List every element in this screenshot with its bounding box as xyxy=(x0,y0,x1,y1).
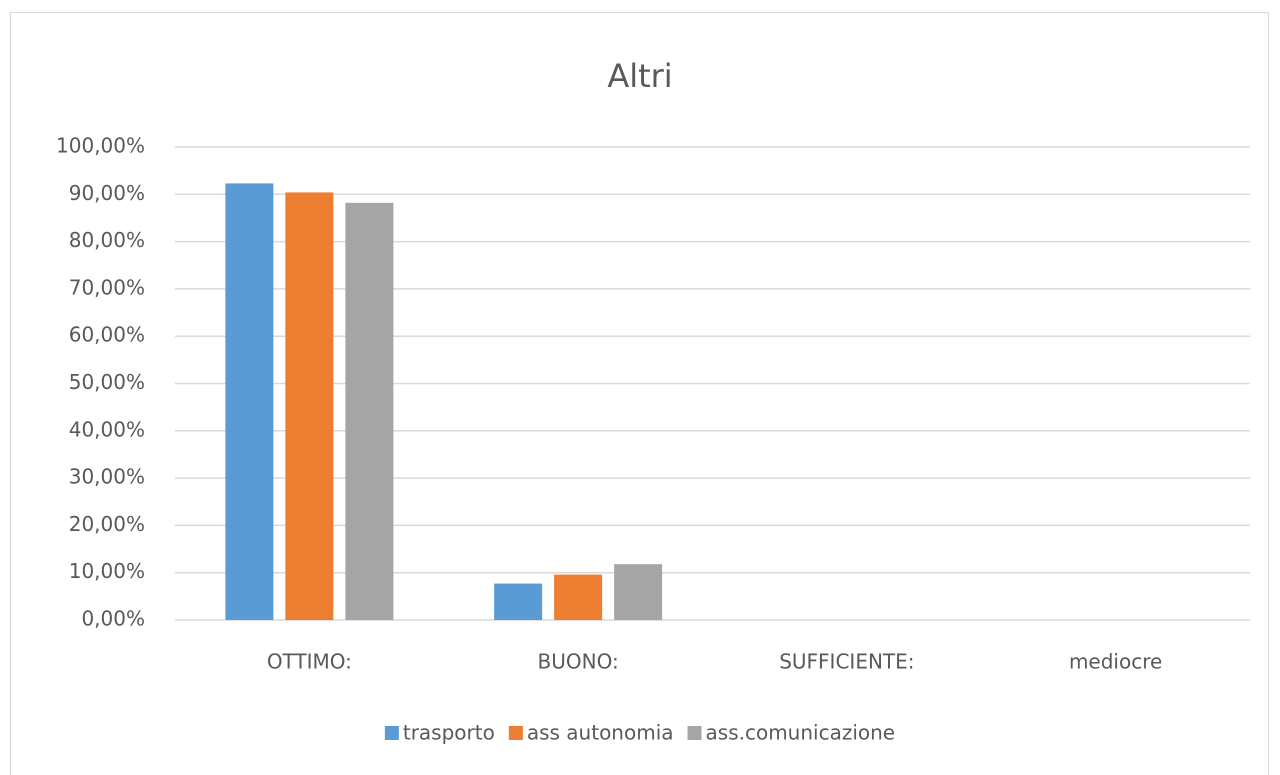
legend-label: ass.comunicazione xyxy=(706,721,896,745)
y-tick-label: 90,00% xyxy=(69,181,145,205)
bar xyxy=(494,583,543,620)
x-tick-label: mediocre xyxy=(1069,650,1162,674)
bar xyxy=(554,574,603,620)
legend-swatch xyxy=(508,726,523,740)
bar xyxy=(345,202,394,620)
legend-swatch xyxy=(687,726,702,740)
y-tick-label: 10,00% xyxy=(69,559,145,583)
chart-title: Altri xyxy=(607,57,672,95)
y-tick-label: 0,00% xyxy=(81,607,145,631)
x-tick-label: BUONO: xyxy=(538,650,619,674)
y-tick-label: 60,00% xyxy=(69,323,145,347)
legend-label: ass autonomia xyxy=(527,721,674,745)
bar xyxy=(614,564,663,620)
legend-label: trasporto xyxy=(403,721,495,745)
legend-swatch xyxy=(384,726,399,740)
chart-border xyxy=(10,12,1269,775)
bar xyxy=(285,192,334,620)
y-tick-label: 40,00% xyxy=(69,417,145,441)
y-tick-label: 70,00% xyxy=(69,275,145,299)
y-tick-label: 20,00% xyxy=(69,512,145,536)
x-tick-label: SUFFICIENTE: xyxy=(779,650,914,674)
y-tick-label: 30,00% xyxy=(69,465,145,489)
bar xyxy=(225,183,274,620)
x-tick-label: OTTIMO: xyxy=(267,650,352,674)
y-tick-label: 80,00% xyxy=(69,228,145,252)
y-tick-label: 50,00% xyxy=(69,370,145,394)
y-tick-label: 100,00% xyxy=(56,134,145,158)
